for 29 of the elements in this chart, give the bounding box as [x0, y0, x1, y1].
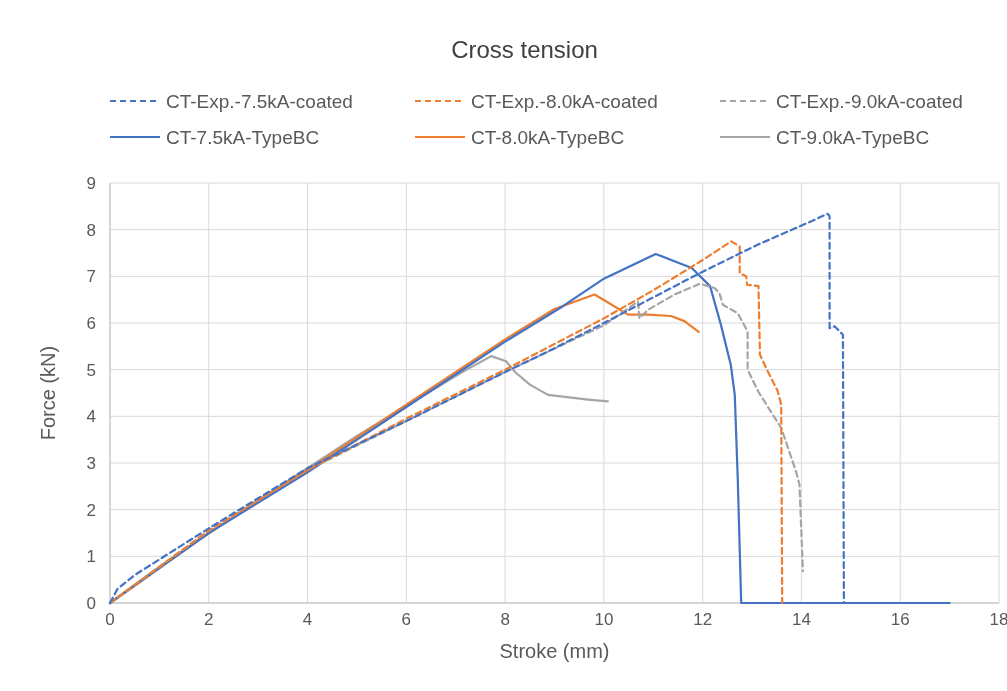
legend-label: CT-Exp.-9.0kA-coated: [776, 91, 963, 112]
x-tick-label: 0: [105, 610, 115, 629]
x-tick-label: 4: [302, 610, 313, 629]
y-tick-label: 7: [86, 267, 96, 287]
legend-label: CT-9.0kA-TypeBC: [776, 127, 930, 148]
y-tick-label: 1: [86, 547, 96, 567]
y-tick-label: 3: [86, 454, 96, 473]
x-tick-label: 6: [401, 610, 412, 629]
x-tick-label: 12: [693, 610, 713, 629]
y-tick-label: 2: [86, 500, 96, 520]
legend-label: CT-8.0kA-TypeBC: [471, 127, 625, 148]
y-tick-label: 8: [86, 220, 96, 240]
chart-title: Cross tension: [451, 36, 598, 63]
x-tick-label: 16: [890, 610, 910, 629]
x-tick-label: 18: [989, 610, 1007, 629]
y-tick-label: 6: [86, 314, 96, 333]
x-tick-label: 14: [791, 610, 811, 629]
y-tick-label: 5: [86, 360, 96, 380]
y-tick-label: 4: [86, 407, 96, 427]
legend-label: CT-Exp.-8.0kA-coated: [471, 91, 658, 112]
x-tick-label: 2: [204, 610, 214, 629]
x-tick-label: 10: [594, 610, 614, 629]
legend-label: CT-Exp.-7.5kA-coated: [166, 91, 353, 112]
y-axis-title: Force (kN): [37, 345, 59, 441]
x-tick-label: 8: [500, 610, 510, 629]
y-tick-label: 9: [86, 174, 96, 193]
y-tick-label: 0: [86, 594, 96, 613]
legend-label: CT-7.5kA-TypeBC: [166, 127, 320, 148]
x-axis-title: Stroke (mm): [499, 640, 610, 662]
